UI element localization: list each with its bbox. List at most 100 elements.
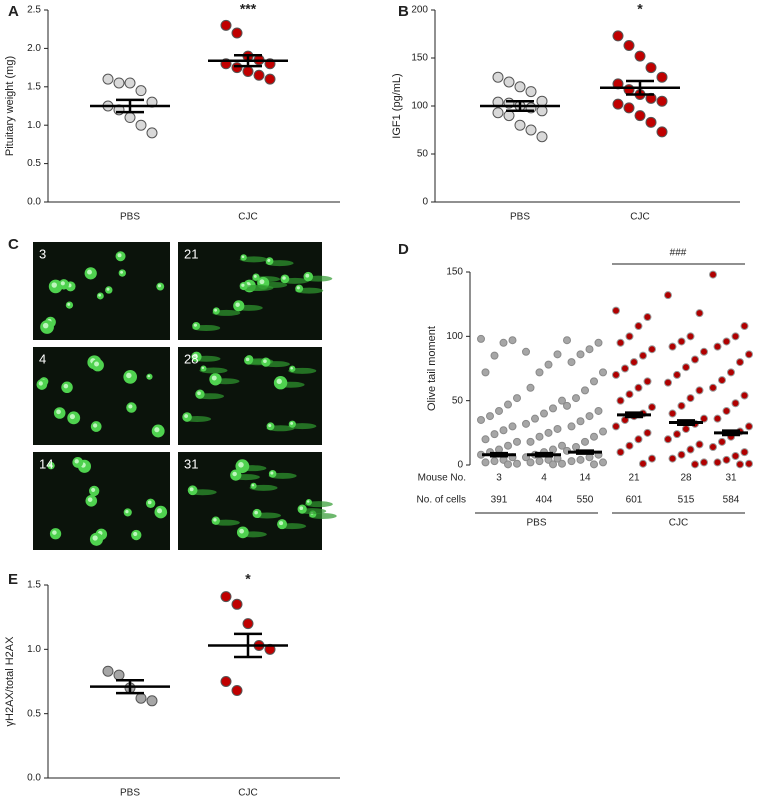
x-tick-label: CJC [630, 212, 649, 223]
cell-count: 515 [678, 495, 695, 506]
data-point [102, 73, 114, 85]
data-point [490, 351, 499, 360]
data-point [492, 107, 504, 119]
data-point [713, 414, 722, 423]
cell-core [87, 269, 92, 275]
cell-count: 584 [723, 495, 740, 506]
cell-core [254, 510, 258, 515]
data-point [481, 368, 490, 377]
cell-core [193, 323, 197, 327]
data-point [513, 459, 521, 468]
data-point [616, 338, 625, 347]
cell-core [126, 372, 132, 379]
cell-core [235, 302, 240, 307]
cell-core [282, 276, 286, 280]
data-point [686, 332, 695, 341]
data-point [634, 110, 646, 122]
cell-core [263, 359, 267, 364]
data-point [623, 102, 635, 114]
data-point [486, 412, 494, 421]
data-point [492, 71, 504, 83]
cell-core [259, 279, 265, 285]
data-point [677, 450, 686, 459]
data-point [625, 332, 634, 341]
cell-core [213, 518, 217, 522]
data-point [686, 394, 695, 403]
cell-core [184, 414, 189, 418]
cell-core [241, 283, 245, 287]
data-point [536, 95, 548, 107]
panel-label: D [398, 241, 409, 258]
data-point [625, 390, 634, 399]
data-point [549, 460, 557, 469]
cell-core [120, 270, 124, 274]
cell-core [94, 361, 99, 367]
x-tick-label: PBS [120, 788, 140, 799]
data-point [718, 437, 726, 446]
data-point [648, 345, 656, 354]
data-point [599, 427, 607, 436]
data-point [124, 112, 136, 124]
cell-count: 601 [626, 495, 643, 506]
data-point [220, 676, 232, 687]
data-point [594, 406, 603, 415]
data-point [664, 291, 672, 300]
data-point [718, 376, 726, 385]
data-point [220, 591, 232, 603]
data-point [581, 437, 589, 446]
cell-core [306, 500, 310, 503]
micrograph-label: 21 [184, 246, 198, 261]
cell-core [147, 374, 151, 378]
data-point [576, 350, 585, 359]
data-point [682, 363, 690, 372]
data-point [590, 432, 598, 441]
y-tick-label: 50 [452, 395, 464, 406]
data-point [643, 377, 652, 386]
cell-core [67, 302, 71, 306]
data-point [572, 394, 580, 403]
data-point [499, 338, 508, 347]
group-label: PBS [526, 518, 546, 529]
y-tick-label: 2.5 [27, 5, 41, 16]
cell-core [42, 322, 49, 329]
data-point [691, 355, 699, 364]
y-tick-label: 0.0 [27, 773, 41, 784]
y-tick-label: 1.0 [27, 644, 41, 655]
cell-core [241, 255, 245, 259]
mouse-number: 14 [579, 473, 591, 484]
cell-core [211, 375, 217, 381]
cell-core [268, 423, 272, 428]
y-tick-label: 50 [417, 149, 429, 160]
cell-core [239, 528, 245, 534]
data-point [522, 347, 530, 356]
data-point [664, 378, 672, 387]
data-point [740, 322, 749, 331]
data-point [639, 459, 647, 468]
data-point [686, 445, 695, 454]
data-point [599, 458, 607, 467]
cell-count: 391 [491, 495, 508, 506]
micrograph-label: 31 [184, 456, 198, 471]
cell-core [276, 378, 282, 385]
data-point [682, 424, 690, 433]
data-point [526, 437, 535, 446]
x-tick-label: CJC [238, 212, 257, 223]
y-axis-label: Pituitary weight (mg) [4, 56, 16, 156]
cell-core [299, 506, 304, 511]
data-point [504, 441, 512, 450]
cell-core [51, 282, 57, 288]
data-point [621, 364, 629, 373]
data-point [634, 50, 646, 62]
data-point [612, 370, 620, 379]
data-point [513, 394, 521, 403]
cell-core [157, 284, 162, 288]
y-tick-label: 0.5 [27, 708, 41, 719]
data-point [677, 401, 686, 410]
data-point [695, 386, 704, 395]
cell-core [60, 281, 65, 286]
data-point [612, 306, 620, 315]
y-tick-label: 0 [457, 460, 463, 471]
y-tick-label: 2.0 [27, 43, 41, 54]
data-point [253, 69, 265, 81]
cell-core [253, 274, 257, 278]
